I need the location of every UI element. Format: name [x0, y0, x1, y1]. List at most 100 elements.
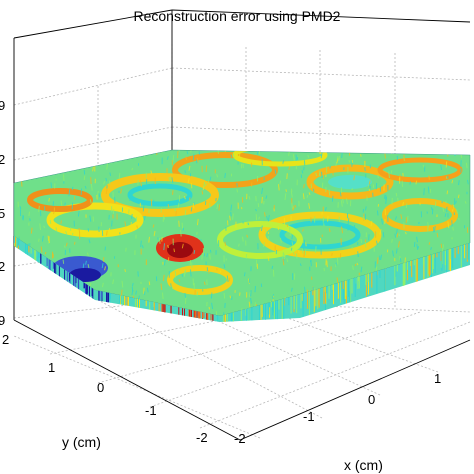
surface-texture-stroke — [129, 197, 132, 202]
surface-texture-stroke — [280, 237, 282, 243]
surface-texture-stroke — [173, 248, 175, 253]
surface-texture-stroke — [398, 241, 400, 248]
surface-texture-stroke — [457, 194, 460, 199]
surface-texture-stroke — [390, 170, 393, 174]
surface-texture-stroke — [436, 232, 439, 238]
surface-texture-stroke — [267, 235, 270, 241]
y-tick-label: -1 — [145, 403, 157, 418]
surface-texture-stroke — [181, 222, 184, 229]
z-tick-label: 2 — [0, 259, 5, 274]
surface-texture-stroke — [55, 157, 58, 162]
surface-texture-stroke — [409, 181, 411, 185]
surface-texture-stroke — [402, 150, 405, 153]
surface-texture-stroke — [62, 259, 65, 264]
surface-texture-stroke — [430, 206, 433, 211]
y-tick-label: -2 — [196, 430, 208, 445]
surface-texture-stroke — [265, 229, 267, 234]
surface-texture-stroke — [236, 182, 238, 187]
surface-texture-stroke — [187, 177, 190, 184]
surface-texture-stroke — [203, 281, 206, 286]
surface-texture-stroke — [379, 229, 382, 235]
surface-texture-stroke — [19, 310, 21, 316]
surface-texture-stroke — [347, 218, 350, 225]
surface-texture-stroke — [375, 266, 378, 271]
surface-texture-stroke — [278, 184, 280, 191]
surface-texture-stroke — [131, 282, 134, 287]
surface-texture-stroke — [66, 153, 68, 157]
surface-texture-stroke — [68, 304, 71, 311]
surface-texture-stroke — [302, 193, 305, 200]
y-tick-label: 2 — [2, 332, 9, 347]
surface-texture-stroke — [260, 225, 263, 232]
surface-texture-stroke — [226, 275, 229, 282]
surface-texture-stroke — [261, 187, 264, 195]
surface-texture-stroke — [376, 240, 378, 245]
surface-texture-stroke — [427, 222, 429, 227]
surface-texture-stroke — [47, 235, 50, 241]
surface-texture-stroke — [394, 233, 397, 238]
surface-texture-stroke — [21, 304, 23, 309]
surface-texture-stroke — [15, 287, 17, 290]
y-axis-ticks: 2 1 0 -1 -2 — [2, 332, 208, 445]
surface-texture-stroke — [455, 200, 457, 204]
surface-texture-stroke — [399, 258, 402, 263]
surface-texture-stroke — [315, 172, 318, 177]
surface-texture-stroke — [306, 194, 309, 198]
surface-texture-stroke — [35, 297, 37, 303]
surface-texture-stroke — [384, 194, 386, 199]
surface-texture-stroke — [449, 299, 452, 304]
surface-texture-stroke — [340, 200, 343, 207]
surface-texture-stroke — [294, 204, 297, 208]
surface-texture-stroke — [305, 242, 307, 247]
surface-texture-stroke — [452, 225, 454, 231]
surface-texture-stroke — [87, 263, 90, 269]
surface-texture-stroke — [395, 248, 398, 254]
x-tick-label: -1 — [303, 409, 315, 424]
surface-texture-stroke — [303, 250, 305, 258]
surface-texture-stroke — [442, 306, 444, 313]
z-axis-ticks: 9 2 5 2 9 — [0, 98, 5, 328]
surface-texture-stroke — [118, 172, 121, 180]
surface-texture-stroke — [111, 220, 113, 227]
surface-texture-stroke — [377, 174, 379, 179]
surface-texture-stroke — [282, 252, 284, 259]
surface-texture-stroke — [428, 242, 431, 245]
surface-texture-stroke — [202, 247, 205, 255]
surface-texture-stroke — [181, 243, 184, 249]
surface-texture-stroke — [207, 179, 210, 183]
surface-texture-stroke — [148, 236, 150, 243]
surface-texture-stroke — [290, 247, 293, 251]
surface-texture-stroke — [39, 311, 41, 315]
surface-texture-stroke — [322, 172, 325, 180]
surface-texture-stroke — [29, 218, 31, 222]
surface-texture-stroke — [63, 296, 65, 299]
surface-texture-stroke — [76, 290, 78, 297]
surface-texture-stroke — [257, 203, 260, 208]
surface-texture-stroke — [277, 226, 280, 230]
surface-texture-stroke — [323, 150, 326, 152]
surface-texture-stroke — [190, 150, 192, 153]
surface-texture-stroke — [291, 241, 294, 247]
surface-texture-stroke — [308, 192, 311, 196]
surface-texture-stroke — [230, 211, 232, 217]
surface-texture-stroke — [267, 255, 270, 262]
surface-texture-stroke — [82, 263, 85, 269]
surface-texture-stroke — [71, 186, 74, 191]
surface-texture-stroke — [206, 253, 208, 258]
surface-texture-stroke — [188, 165, 191, 171]
surface-texture-stroke — [291, 150, 294, 152]
surface-texture-stroke — [218, 204, 220, 211]
surface-texture-stroke — [416, 236, 418, 243]
surface-texture-stroke — [318, 170, 321, 176]
surface-texture-stroke — [224, 241, 227, 247]
surface-texture-stroke — [21, 165, 23, 170]
surface-texture-stroke — [230, 154, 232, 158]
surface-texture-stroke — [75, 288, 78, 296]
surface-texture-stroke — [60, 291, 63, 299]
surface-texture-stroke — [112, 279, 114, 285]
surface-texture-stroke — [367, 300, 370, 305]
surface-front — [14, 183, 470, 322]
surface-texture-stroke — [48, 197, 50, 202]
surface-texture-stroke — [302, 228, 304, 232]
surface-texture-stroke — [140, 180, 142, 187]
